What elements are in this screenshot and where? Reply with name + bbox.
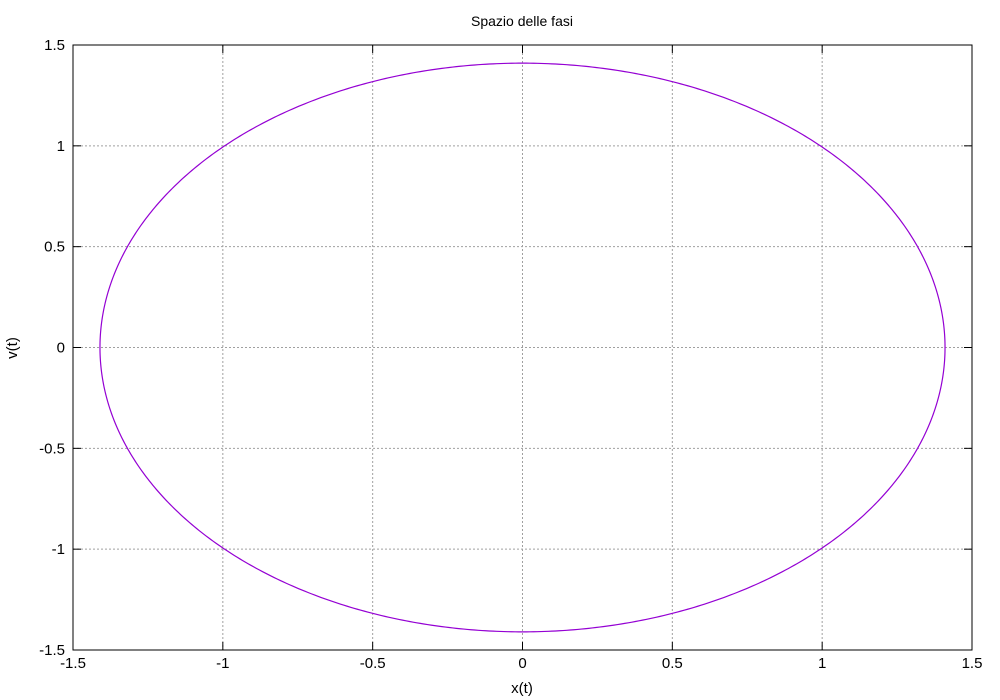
- y-tick-label: -0.5: [39, 440, 65, 457]
- x-tick-label: -1: [216, 655, 229, 672]
- chart-title: Spazio delle fasi: [471, 13, 573, 29]
- y-tick-label: 0: [57, 340, 65, 357]
- x-axis-label: x(t): [511, 680, 533, 697]
- x-tick-label: 1.5: [962, 655, 983, 672]
- y-tick-label: 1.5: [44, 37, 65, 54]
- grid-lines: [73, 45, 972, 650]
- y-tick-label: 1: [57, 138, 65, 155]
- x-tick-label: -1.5: [60, 655, 86, 672]
- y-tick-label: 0.5: [44, 239, 65, 256]
- phase-orbit-line: [99, 62, 946, 633]
- plot-frame: [72, 44, 973, 651]
- x-tick-label: 1: [818, 655, 826, 672]
- x-tick-labels: -1.5 -1 -0.5 0 0.5 1 1.5: [60, 655, 982, 672]
- x-tick-label: 0: [518, 655, 526, 672]
- series-group: [99, 62, 946, 633]
- x-tick-label: -0.5: [360, 655, 386, 672]
- y-axis-label: v(t): [4, 337, 21, 359]
- y-tick-label: -1: [52, 541, 65, 558]
- x-tick-label: 0.5: [662, 655, 683, 672]
- y-tick-label: -1.5: [39, 642, 65, 659]
- y-tick-labels: -1.5 -1 -0.5 0 0.5 1 1.5: [39, 37, 65, 659]
